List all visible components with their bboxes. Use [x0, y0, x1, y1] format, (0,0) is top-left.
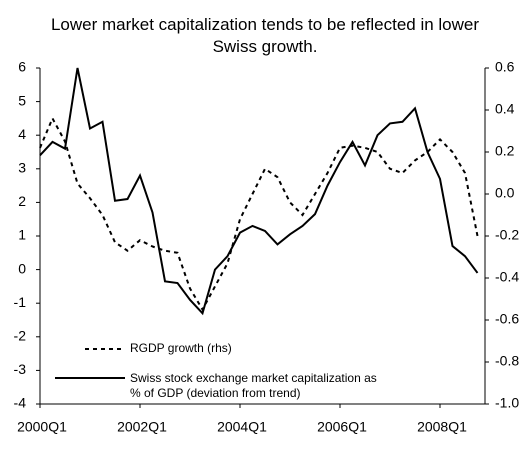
y-tick-label: 4: [18, 126, 26, 142]
x-tick-label: 2000Q1: [17, 419, 67, 435]
x-tick-label: 2004Q1: [217, 419, 267, 435]
y2-tick-label: -0.8: [495, 353, 519, 369]
x-tick-label: 2008Q1: [417, 419, 467, 435]
x-tick-label: 2006Q1: [317, 419, 367, 435]
y2-tick-label: -0.2: [495, 227, 519, 243]
y2-tick-label: 0.6: [495, 59, 515, 75]
y-tick-label: -1: [14, 294, 27, 310]
y2-tick-label: 0.2: [495, 143, 515, 159]
y-tick-label: 2: [18, 193, 26, 209]
chart-title: Lower market capitalization tends to be …: [0, 14, 530, 58]
y-tick-label: 1: [18, 227, 26, 243]
y-tick-label: -3: [14, 361, 27, 377]
y2-tick-label: 0.4: [495, 101, 515, 117]
y-tick-label: 3: [18, 160, 26, 176]
x-tick-label: 2002Q1: [117, 419, 167, 435]
series-line: [39, 116, 479, 312]
y2-tick-label: -1.0: [495, 395, 519, 411]
y2-tick-label: -0.6: [495, 311, 519, 327]
y2-tick-label: -0.4: [495, 269, 519, 285]
title-text: Lower market capitalization tends to be …: [50, 15, 480, 56]
y-tick-label: -2: [14, 328, 27, 344]
y2-tick-label: 0.0: [495, 185, 515, 201]
y-tick-label: -4: [14, 395, 27, 411]
series-line: [39, 67, 479, 316]
y-tick-label: 0: [18, 260, 26, 276]
y-tick-label: 5: [18, 92, 26, 108]
y-tick-label: 6: [18, 59, 26, 75]
legend-label: RGDP growth (rhs): [130, 341, 232, 356]
legend-label: Swiss stock exchange market capitalizati…: [130, 371, 380, 401]
